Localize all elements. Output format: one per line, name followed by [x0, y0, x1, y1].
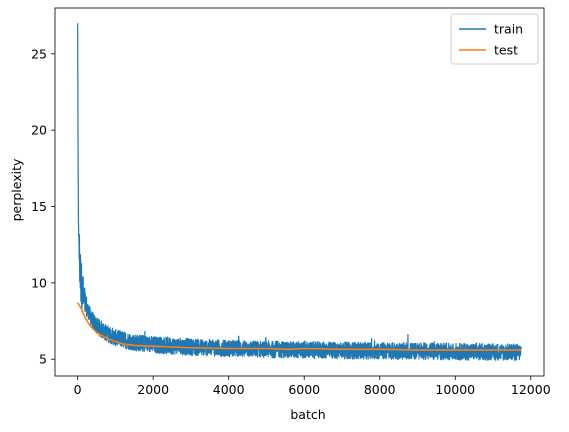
series-line-train: [77, 23, 522, 361]
y-axis-label: perplexity: [9, 158, 24, 221]
x-axis-label: batch: [290, 407, 325, 422]
series-layer: [76, 23, 522, 361]
x-tick-label: 12000: [511, 382, 551, 397]
y-tick-label: 25: [31, 46, 47, 61]
x-tick-label: 6000: [288, 382, 320, 397]
y-tick-label: 15: [31, 199, 47, 214]
legend-label-train: train: [494, 22, 523, 37]
legend: train test: [450, 13, 539, 65]
plot-frame: [54, 7, 545, 377]
axes: 0 2000 4000 6000 8000 10000 12000 5 10 15 20 25: [31, 7, 551, 397]
plot-area: [76, 23, 522, 361]
x-tick-label: 0: [74, 382, 82, 397]
x-tick-label: 4000: [213, 382, 245, 397]
legend-box: [450, 13, 539, 65]
legend-label-test: test: [494, 43, 518, 58]
y-tick-label: 5: [39, 352, 47, 367]
y-tick-label: 10: [31, 275, 47, 290]
x-tick-label: 2000: [137, 382, 169, 397]
x-tick-label: 10000: [435, 382, 475, 397]
y-tick-label: 20: [31, 123, 47, 138]
x-tick-label: 8000: [364, 382, 396, 397]
series-line-test: [76, 302, 522, 351]
